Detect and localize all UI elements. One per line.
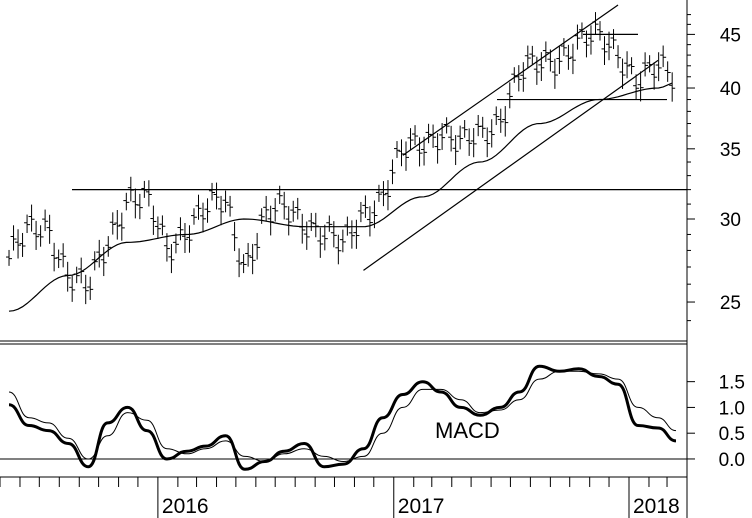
- trendline: [363, 59, 659, 271]
- macd-tick-label: 1.0: [719, 398, 745, 419]
- macd-tick-label: 0.5: [719, 424, 745, 445]
- year-label: 2018: [633, 495, 680, 518]
- moving-average-line: [8, 82, 673, 312]
- price-tick-label: 30: [720, 210, 741, 231]
- time-axis: 2016 2017 2018: [0, 476, 688, 518]
- price-tick-label: 25: [720, 293, 741, 314]
- macd-panel: 0.0 0.5 1.0 1.5: [0, 343, 745, 471]
- macd-label: MACD: [435, 418, 500, 443]
- price-tick-label: 40: [720, 79, 741, 100]
- price-tick-label: 45: [720, 25, 741, 46]
- macd-tick-label: 0.0: [719, 450, 745, 471]
- trendline: [402, 4, 619, 156]
- macd-tick-label: 1.5: [719, 373, 745, 394]
- price-tick-label: 35: [720, 140, 741, 161]
- year-label: 2017: [398, 495, 445, 518]
- signal-line: [8, 370, 677, 463]
- macd-line: [8, 364, 677, 471]
- year-label: 2016: [162, 495, 209, 518]
